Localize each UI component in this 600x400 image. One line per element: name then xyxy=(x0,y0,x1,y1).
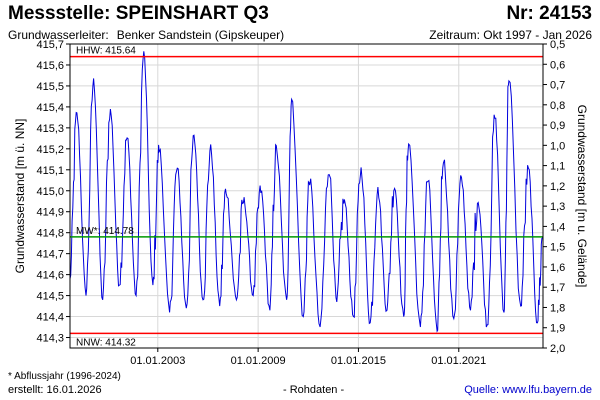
y2-axis-title: Grundwasserstand [m u. Gelände] xyxy=(575,105,589,288)
y2-tick-label: 0,7 xyxy=(550,80,565,92)
y2-tick-label: 1,7 xyxy=(550,282,565,294)
y-tick-label: 414,9 xyxy=(36,207,64,219)
y2-tick-label: 1,4 xyxy=(550,221,565,233)
y2-tick-label: 1,6 xyxy=(550,262,565,274)
y2-tick-label: 1,9 xyxy=(550,323,565,335)
y2-tick-label: 1,3 xyxy=(550,201,565,213)
y-tick-label: 415,3 xyxy=(36,123,64,135)
y-tick-label: 415,2 xyxy=(36,144,64,156)
grid-lines xyxy=(70,43,543,348)
y-tick-label: 415,6 xyxy=(36,60,64,72)
y2-tick-label: 0,6 xyxy=(550,59,565,71)
created-date: erstellt: 16.01.2026 xyxy=(8,384,102,396)
y-tick-label: 414,3 xyxy=(36,333,64,345)
y2-tick-label: 2,0 xyxy=(550,343,565,355)
footnote: * Abflussjahr (1996-2024) xyxy=(8,371,121,382)
x-tick-label: 01.01.2003 xyxy=(130,355,185,367)
reference-line-label: MW*: 414.78 xyxy=(76,226,134,237)
source-link[interactable]: Quelle: www.lfu.bayern.de xyxy=(464,384,592,396)
y-tick-label: 414,6 xyxy=(36,270,64,282)
x-tick-label: 01.01.2009 xyxy=(231,355,286,367)
y2-tick-label: 1,5 xyxy=(550,242,565,254)
y-tick-label: 414,8 xyxy=(36,228,64,240)
series-line xyxy=(69,51,544,333)
raw-data-label: - Rohdaten - xyxy=(283,384,345,396)
y2-tick-label: 0,5 xyxy=(550,39,565,51)
aquifer-value: Benker Sandstein (Gipskeuper) xyxy=(116,28,285,42)
x-tick-label: 01.01.2021 xyxy=(431,355,486,367)
plot-frame xyxy=(69,43,544,349)
y-tick-label: 415,4 xyxy=(36,102,64,114)
aquifer-label: Grundwasserleiter: xyxy=(8,28,109,42)
y-tick-label: 414,4 xyxy=(36,312,64,324)
period-label: Zeitraum: Okt 1997 - Jan 2026 xyxy=(429,28,592,42)
x-tick-label: 01.01.2015 xyxy=(331,355,386,367)
station-title: Messstelle: SPEINSHART Q3 xyxy=(8,3,269,24)
y-tick-label: 414,7 xyxy=(36,249,64,261)
y-tick-label: 415,7 xyxy=(36,39,64,51)
y2-tick-label: 1,0 xyxy=(550,140,565,152)
y-tick-label: 414,5 xyxy=(36,291,64,303)
y-tick-label: 415,1 xyxy=(36,165,64,177)
y2-tick-label: 0,9 xyxy=(550,120,565,132)
y-tick-label: 415,5 xyxy=(36,81,64,93)
station-number: Nr: 24153 xyxy=(506,3,592,24)
reference-line-label: NNW: 414.32 xyxy=(76,337,136,348)
y2-tick-label: 1,1 xyxy=(550,161,565,173)
y2-tick-label: 1,8 xyxy=(550,302,565,314)
aquifer-info: Grundwasserleiter: Benker Sandstein (Gips… xyxy=(8,28,284,42)
y-tick-label: 415,0 xyxy=(36,186,64,198)
reference-line-label: HHW: 415.64 xyxy=(76,46,136,57)
y-axis-title: Grundwasserstand [m ü. NN] xyxy=(13,119,27,274)
y2-tick-label: 1,2 xyxy=(550,181,565,193)
y2-tick-label: 0,8 xyxy=(550,100,565,112)
